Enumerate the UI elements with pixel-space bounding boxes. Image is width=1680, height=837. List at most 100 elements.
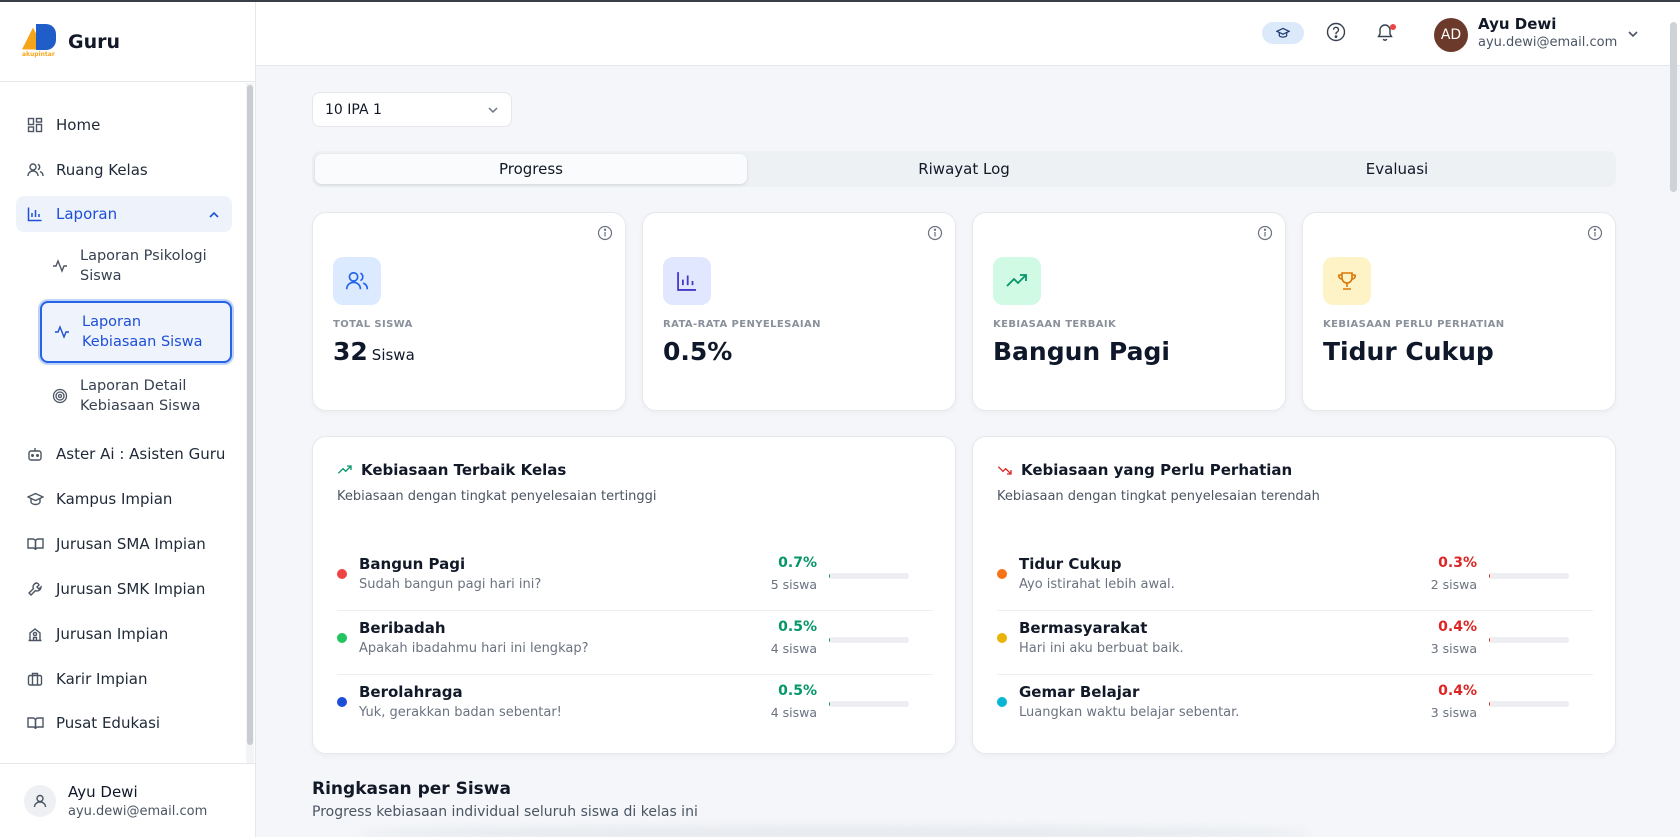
info-icon[interactable] xyxy=(1587,225,1603,245)
user-icon xyxy=(24,784,56,817)
trending-down-icon xyxy=(997,466,1012,475)
habit-name: Tidur Cukup xyxy=(1019,555,1122,573)
class-select[interactable]: 10 IPA 1 xyxy=(312,92,512,127)
habit-progress-bar xyxy=(1489,573,1569,579)
sidebar-scrollbar[interactable] xyxy=(246,83,254,763)
sidebar-subitem-laporan-kebiasaan[interactable]: Laporan Kebiasaan Siswa xyxy=(40,301,232,363)
summary-title: Ringkasan per Siswa xyxy=(312,779,511,799)
habit-row[interactable]: Bangun Pagi Sudah bangun pagi hari ini? 0.… xyxy=(337,547,933,611)
info-icon[interactable] xyxy=(927,225,943,245)
sidebar-item-jurusan-sma[interactable]: Jurusan SMA Impian xyxy=(16,526,232,562)
briefcase-icon xyxy=(26,670,44,688)
habit-progress-fill xyxy=(829,701,831,707)
tab-evaluasi[interactable]: Evaluasi xyxy=(1365,160,1429,178)
habit-progress-bar xyxy=(1489,637,1569,643)
sidebar-subitem-label: Laporan Kebiasaan Siswa xyxy=(82,314,203,350)
habit-row[interactable]: Gemar Belajar Luangkan waktu belajar sebe… xyxy=(997,675,1593,739)
graduation-cap-icon[interactable] xyxy=(1262,22,1304,44)
habit-percentage: 0.5% xyxy=(778,683,817,699)
habit-name: Bangun Pagi xyxy=(359,555,466,573)
stat-card-perlu-perhatian: KEBIASAAN PERLU PERHATIAN Tidur Cukup xyxy=(1302,212,1616,411)
habit-description: Yuk, gerakkan badan sebentar! xyxy=(359,705,562,720)
tab-progress[interactable]: Progress xyxy=(315,154,747,184)
sidebar-item-label: Kampus Impian xyxy=(56,490,173,508)
stat-value: Tidur Cukup xyxy=(1323,337,1494,366)
tab-riwayat-log[interactable]: Riwayat Log xyxy=(918,160,1010,178)
sidebar-item-label: Home xyxy=(56,116,101,134)
panel-description: Kebiasaan dengan tingkat penyelesaian te… xyxy=(337,489,657,504)
report-tabs: Progress Riwayat Log Evaluasi xyxy=(312,151,1616,187)
wrench-icon xyxy=(26,580,44,598)
habit-row[interactable]: Bermasyarakat Hari ini aku berbuat baik. 0… xyxy=(997,611,1593,675)
trending-up-icon xyxy=(337,465,352,474)
habit-color-dot xyxy=(337,697,347,707)
page-scrollbar[interactable] xyxy=(1670,22,1677,192)
info-icon[interactable] xyxy=(1257,225,1273,245)
dashboard-icon xyxy=(26,116,44,134)
sidebar-item-laporan[interactable]: Laporan xyxy=(16,196,232,232)
chevron-down-icon xyxy=(487,104,499,120)
stat-card-total-siswa: TOTAL SISWA 32 Siswa xyxy=(312,212,626,411)
book-icon xyxy=(26,714,44,732)
chevron-up-icon[interactable] xyxy=(208,207,220,225)
sidebar-user[interactable]: Ayu Dewi ayu.dewi@email.com xyxy=(0,763,255,837)
panel-title: Kebiasaan yang Perlu Perhatian xyxy=(997,461,1292,479)
summary-description: Progress kebiasaan individual seluruh si… xyxy=(312,804,698,820)
stat-label: RATA-RATA PENYELESAIAN xyxy=(663,319,821,330)
habit-percentage: 0.3% xyxy=(1438,555,1477,571)
avatar[interactable]: AD xyxy=(1434,18,1468,52)
habit-percentage: 0.4% xyxy=(1438,683,1477,699)
brand[interactable]: akupintar Guru xyxy=(0,2,255,82)
habit-description: Apakah ibadahmu hari ini lengkap? xyxy=(359,641,589,656)
bell-icon[interactable] xyxy=(1376,22,1394,46)
sidebar-user-name: Ayu Dewi xyxy=(68,782,138,801)
stat-unit: Siswa xyxy=(371,346,415,364)
habit-student-count: 3 siswa xyxy=(1430,705,1477,720)
users-icon xyxy=(333,257,381,305)
habit-row[interactable]: Beribadah Apakah ibadahmu hari ini lengka… xyxy=(337,611,933,675)
habit-progress-fill xyxy=(829,637,831,643)
chevron-down-icon[interactable] xyxy=(1626,26,1640,45)
stat-value: 32 Siswa xyxy=(333,337,415,366)
help-icon[interactable] xyxy=(1326,22,1346,46)
robot-icon xyxy=(26,445,44,463)
habit-percentage: 0.7% xyxy=(778,555,817,571)
sidebar-item-home[interactable]: Home xyxy=(16,107,232,143)
bar-chart-icon xyxy=(26,205,44,223)
sidebar-item-karir-impian[interactable]: Karir Impian xyxy=(16,661,232,697)
sidebar-subitem-label: Laporan Detail Kebiasaan Siswa xyxy=(80,378,201,414)
habit-student-count: 5 siswa xyxy=(770,577,817,592)
sidebar-item-ruang-kelas[interactable]: Ruang Kelas xyxy=(16,152,232,188)
panel-description: Kebiasaan dengan tingkat penyelesaian te… xyxy=(997,489,1320,504)
habit-row[interactable]: Berolahraga Yuk, gerakkan badan sebentar!… xyxy=(337,675,933,739)
sidebar-item-label: Pusat Edukasi xyxy=(56,714,161,732)
habit-progress-bar xyxy=(829,573,909,579)
stat-label: KEBIASAAN PERLU PERHATIAN xyxy=(1323,319,1505,330)
habit-row[interactable]: Tidur Cukup Ayo istirahat lebih awal. 0.3%… xyxy=(997,547,1593,611)
habit-color-dot xyxy=(997,697,1007,707)
sidebar-subitem-laporan-psikologi[interactable]: Laporan Psikologi Siswa xyxy=(40,246,232,286)
brand-logo: akupintar xyxy=(22,23,60,60)
sidebar-item-kampus-impian[interactable]: Kampus Impian xyxy=(16,481,232,517)
sidebar-subitem-label: Laporan Psikologi Siswa xyxy=(80,248,207,284)
sidebar-item-aster-ai[interactable]: Aster Ai : Asisten Guru xyxy=(16,436,232,472)
panel-title: Kebiasaan Terbaik Kelas xyxy=(337,461,566,479)
sidebar-subitem-laporan-detail[interactable]: Laporan Detail Kebiasaan Siswa xyxy=(40,376,232,416)
header-user-name[interactable]: Ayu Dewi xyxy=(1478,15,1557,33)
brand-title: Guru xyxy=(68,30,121,53)
sidebar-item-pusat-edukasi[interactable]: Pusat Edukasi xyxy=(16,705,232,741)
sidebar-item-jurusan-impian[interactable]: Jurusan Impian xyxy=(16,616,232,652)
habit-name: Gemar Belajar xyxy=(1019,683,1140,701)
info-icon[interactable] xyxy=(597,225,613,245)
panel-kebiasaan-terbaik: Kebiasaan Terbaik Kelas Kebiasaan dengan… xyxy=(312,436,956,754)
habit-description: Hari ini aku berbuat baik. xyxy=(1019,641,1184,656)
sidebar-scroll-thumb[interactable] xyxy=(247,85,253,745)
bar-chart-icon xyxy=(663,257,711,305)
sidebar-item-label: Aster Ai : Asisten Guru xyxy=(56,445,226,463)
sidebar-item-label: Jurusan SMA Impian xyxy=(56,535,206,553)
habit-progress-bar xyxy=(829,637,909,643)
habit-description: Ayo istirahat lebih awal. xyxy=(1019,577,1175,592)
stat-card-kebiasaan-terbaik: KEBIASAAN TERBAIK Bangun Pagi xyxy=(972,212,1286,411)
activity-icon xyxy=(54,324,70,340)
sidebar-item-jurusan-smk[interactable]: Jurusan SMK Impian xyxy=(16,571,232,607)
